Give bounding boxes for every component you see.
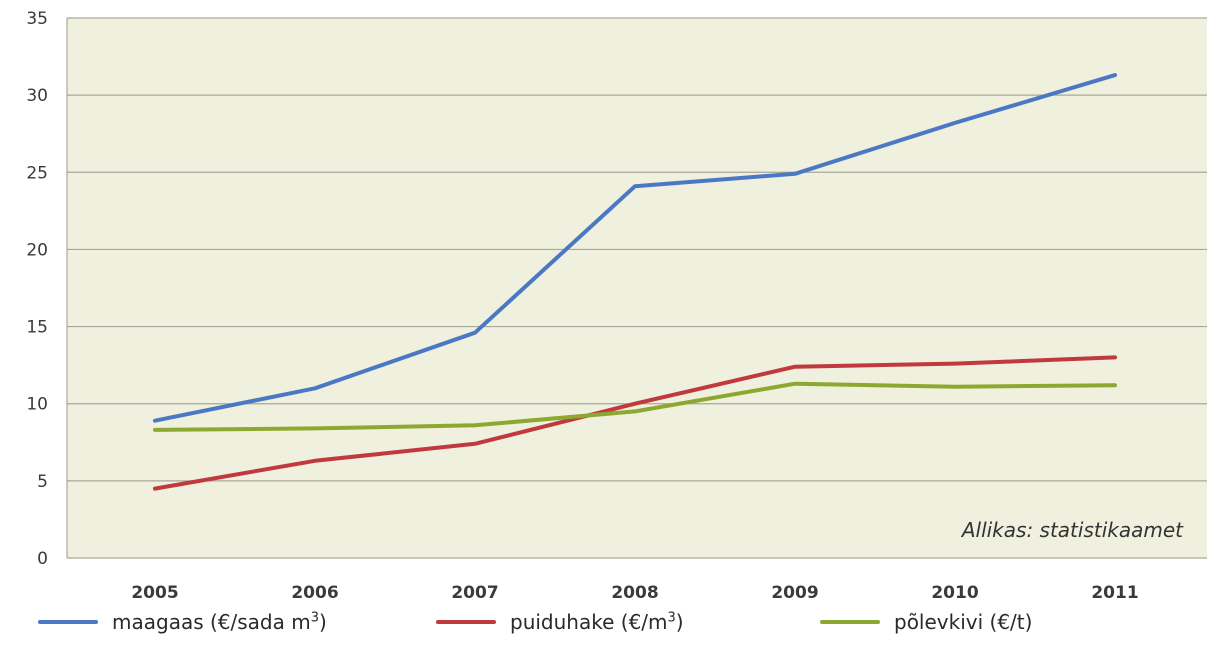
legend-label-puiduhake: puiduhake (€/m3) bbox=[510, 610, 684, 634]
series-line-0 bbox=[153, 73, 1117, 423]
series-line-1 bbox=[153, 355, 1117, 491]
legend-label-sup: 3 bbox=[310, 610, 319, 626]
legend-swatch-puiduhake bbox=[436, 620, 496, 624]
x-tick-label: 2011 bbox=[1091, 583, 1138, 602]
legend-label-maagaas: maagaas (€/sada m3) bbox=[112, 610, 327, 634]
x-tick-label: 2008 bbox=[611, 583, 658, 602]
series-lines bbox=[153, 73, 1117, 491]
x-tick-label: 2007 bbox=[451, 583, 498, 602]
x-axis-ticks: 2005 2006 2007 2008 2009 2010 2011 bbox=[131, 583, 1138, 602]
y-tick-label: 35 bbox=[26, 9, 48, 29]
x-tick-label: 2009 bbox=[771, 583, 818, 602]
x-tick-label: 2010 bbox=[931, 583, 978, 602]
legend-label-text: puiduhake (€/m bbox=[510, 610, 668, 634]
legend-swatch-polevkivi bbox=[820, 620, 880, 624]
x-tick-label: 2005 bbox=[131, 583, 178, 602]
plot-area bbox=[67, 18, 1207, 558]
y-tick-label: 5 bbox=[37, 472, 48, 492]
legend-label-sup: 3 bbox=[667, 610, 676, 626]
source-note: Allikas: statistikaamet bbox=[960, 518, 1184, 542]
y-tick-label: 0 bbox=[37, 549, 48, 569]
y-tick-label: 25 bbox=[26, 163, 48, 183]
y-tick-label: 10 bbox=[26, 395, 48, 415]
series-line-2 bbox=[153, 381, 1117, 432]
legend-label-polevkivi: põlevkivi (€/t) bbox=[894, 610, 1032, 634]
x-tick-label: 2006 bbox=[291, 583, 338, 602]
legend-item-puiduhake: puiduhake (€/m3) bbox=[436, 602, 684, 642]
legend-swatch-maagaas bbox=[38, 620, 98, 624]
legend-item-polevkivi: põlevkivi (€/t) bbox=[820, 602, 1032, 642]
legend-item-maagaas: maagaas (€/sada m3) bbox=[38, 602, 327, 642]
y-tick-label: 30 bbox=[26, 86, 48, 106]
y-tick-label: 20 bbox=[26, 240, 48, 260]
legend: maagaas (€/sada m3) puiduhake (€/m3) põl… bbox=[0, 602, 1207, 642]
legend-label-close: ) bbox=[319, 610, 327, 634]
legend-label-text: maagaas (€/sada m bbox=[112, 610, 311, 634]
legend-label-text: põlevkivi (€/t) bbox=[894, 610, 1033, 634]
legend-label-close: ) bbox=[675, 610, 684, 634]
y-tick-label: 15 bbox=[26, 318, 48, 338]
y-axis-ticks: 0 5 10 15 20 25 30 35 bbox=[26, 9, 48, 569]
